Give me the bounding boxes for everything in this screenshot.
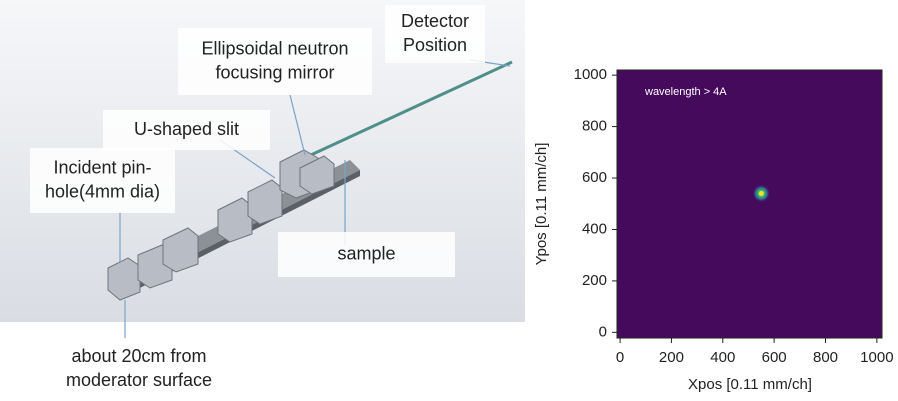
y-tick-label: 1000 (574, 66, 607, 83)
y-tick-label: 200 (582, 272, 607, 289)
y-tick-label: 400 (582, 220, 607, 237)
label-text: hole(4mm dia) (45, 181, 160, 201)
figure: Detector Position Ellipsoidal neutron focus… (0, 0, 898, 401)
y-tick-label: 800 (582, 118, 607, 135)
spot-core (759, 191, 764, 196)
label-text: Incident pin- (53, 157, 151, 177)
label-text: U-shaped slit (134, 119, 239, 139)
label-text: sample (337, 243, 395, 263)
label-text: focusing mirror (215, 62, 334, 82)
label-text: moderator surface (66, 370, 212, 390)
y-tick-label: 600 (582, 169, 607, 186)
label-text: Position (403, 35, 467, 55)
x-tick-label: 1000 (860, 349, 893, 366)
label-text: Ellipsoidal neutron (201, 38, 348, 58)
x-axis-label: Xpos [0.11 mm/ch] (688, 376, 812, 393)
y-axis-label: Ypos [0.11 mm/ch] (533, 143, 550, 266)
label-text: Detector (401, 11, 469, 31)
x-tick-label: 200 (659, 349, 684, 366)
x-tick-label: 400 (710, 349, 735, 366)
x-tick-label: 800 (813, 349, 838, 366)
x-tick-label: 600 (762, 349, 787, 366)
x-tick-label: 0 (616, 349, 624, 366)
y-tick-label: 0 (599, 323, 607, 340)
annotation: wavelength > 4A (644, 86, 727, 98)
plot-area (617, 70, 882, 338)
label-text: about 20cm from (71, 346, 206, 366)
